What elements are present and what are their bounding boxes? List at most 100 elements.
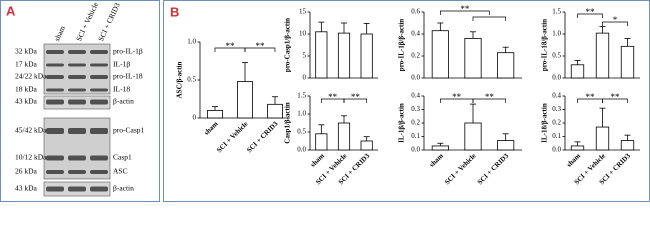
category-label: SCI + CRID3 bbox=[245, 120, 280, 155]
band bbox=[68, 170, 86, 174]
y-tick-label: 5 bbox=[303, 52, 307, 60]
y-tick-label: 0.4 bbox=[411, 30, 420, 38]
band bbox=[68, 75, 86, 79]
band bbox=[46, 88, 64, 92]
bar bbox=[315, 133, 328, 151]
bar bbox=[207, 110, 223, 119]
category-label: sham bbox=[309, 152, 326, 169]
y-tick-label: 0.0 bbox=[411, 146, 420, 154]
significance-label: ** bbox=[328, 92, 338, 102]
protein-label: IL-1β bbox=[113, 60, 130, 69]
protein-label: Casp1 bbox=[113, 153, 132, 162]
y-tick-label: 0.0 bbox=[297, 146, 306, 154]
y-tick-label: 0.0 bbox=[411, 74, 420, 82]
category-label: SCI + CRID3 bbox=[476, 152, 511, 187]
significance-label: ** bbox=[226, 41, 236, 51]
size-label: 32 kDa bbox=[15, 47, 38, 56]
band bbox=[68, 50, 86, 54]
bar bbox=[237, 81, 253, 119]
protein-label: β-actin bbox=[113, 97, 134, 106]
y-tick-label: 1.0 bbox=[297, 110, 306, 118]
y-tick-label: 0.3 bbox=[411, 105, 420, 113]
y-tick-label: 0.5 bbox=[187, 76, 196, 84]
band bbox=[90, 128, 108, 134]
y-axis-label: ASC/β-actin bbox=[176, 62, 184, 99]
band bbox=[46, 63, 64, 67]
y-tick-label: 0.0 bbox=[552, 146, 561, 154]
band bbox=[46, 170, 64, 174]
significance-bracket bbox=[343, 98, 368, 103]
significance-bracket bbox=[244, 47, 276, 52]
y-tick-label: 10 bbox=[299, 30, 307, 38]
bar bbox=[595, 32, 610, 79]
blot bbox=[43, 117, 111, 180]
significance-bracket bbox=[602, 21, 628, 26]
y-axis-label: IL-18/β-actin bbox=[541, 103, 549, 143]
protein-label: pro-IL-1β bbox=[113, 47, 143, 56]
size-label: 26 kDa bbox=[15, 167, 38, 176]
y-tick-label: 0.5 bbox=[552, 52, 561, 60]
category-label: sham bbox=[565, 152, 582, 169]
y-tick-label: 15 bbox=[299, 8, 307, 16]
y-tick-label: 1.5 bbox=[552, 8, 561, 16]
y-tick-label: 0.4 bbox=[411, 92, 420, 100]
significance-label: ** bbox=[351, 92, 361, 102]
band bbox=[68, 155, 86, 161]
size-label: 43 kDa bbox=[15, 184, 38, 193]
significance-label: ** bbox=[485, 92, 495, 102]
y-tick-label: 0.1 bbox=[411, 132, 420, 140]
band bbox=[68, 128, 86, 134]
y-tick-label: 0.6 bbox=[411, 8, 420, 16]
band bbox=[46, 155, 64, 161]
y-tick-label: 1.0 bbox=[552, 30, 561, 38]
band bbox=[90, 186, 108, 192]
significance-label: ** bbox=[611, 92, 621, 102]
significance-label: ** bbox=[586, 92, 596, 102]
y-tick-label: 0.4 bbox=[552, 92, 561, 100]
lane-label: SCI + CRID3 bbox=[96, 1, 122, 42]
y-tick-label: 0.2 bbox=[552, 119, 561, 127]
bar bbox=[497, 52, 515, 79]
y-tick-label: 0.2 bbox=[411, 119, 420, 127]
protein-label: ASC bbox=[113, 167, 128, 176]
lane-label: sham bbox=[52, 24, 67, 42]
panel-label: A bbox=[6, 3, 16, 18]
y-tick-label: 1.5 bbox=[297, 92, 306, 100]
bar bbox=[570, 64, 585, 79]
bar bbox=[497, 140, 515, 151]
y-tick-label: 0.0 bbox=[552, 74, 561, 82]
category-label: sham bbox=[203, 120, 220, 137]
band bbox=[46, 99, 64, 105]
band bbox=[68, 99, 86, 105]
significance-bracket bbox=[602, 98, 628, 103]
panel-label: B bbox=[170, 4, 179, 19]
significance-label: ** bbox=[586, 7, 596, 17]
bar bbox=[595, 126, 610, 151]
band bbox=[90, 170, 108, 174]
bar bbox=[337, 32, 351, 79]
band bbox=[46, 75, 64, 79]
y-tick-label: 0 bbox=[303, 74, 307, 82]
y-axis-label: pro-IL-1β/β-actin bbox=[398, 19, 406, 71]
y-tick-label: 0.1 bbox=[552, 132, 561, 140]
band bbox=[46, 128, 64, 134]
bar bbox=[360, 33, 373, 79]
band bbox=[90, 99, 108, 105]
band bbox=[90, 88, 108, 92]
y-tick-label: 0.2 bbox=[411, 52, 420, 60]
significance-label: ** bbox=[256, 41, 266, 51]
band bbox=[46, 50, 64, 54]
bar bbox=[431, 30, 449, 79]
significance-bracket bbox=[439, 10, 490, 15]
significance-label: * bbox=[613, 15, 618, 25]
significance-label: ** bbox=[452, 92, 462, 102]
bar bbox=[360, 140, 373, 151]
significance-bracket bbox=[472, 16, 507, 21]
size-label: 45/42 kDa bbox=[15, 126, 47, 135]
protein-label: IL-18 bbox=[113, 85, 130, 94]
y-tick-label: 1.0 bbox=[187, 38, 196, 46]
y-tick-label: 0.3 bbox=[552, 105, 561, 113]
band bbox=[68, 186, 86, 192]
significance-bracket bbox=[472, 98, 507, 103]
